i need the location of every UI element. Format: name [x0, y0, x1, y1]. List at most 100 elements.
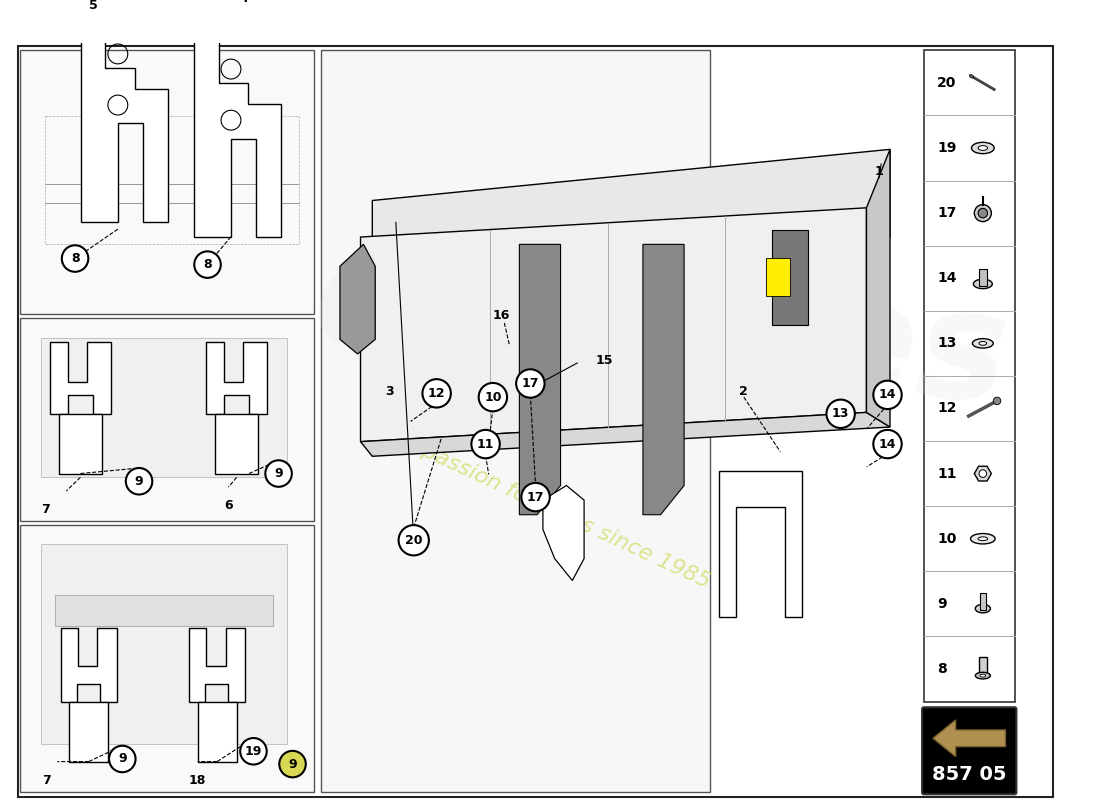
Circle shape — [873, 381, 902, 409]
Ellipse shape — [978, 537, 988, 541]
Circle shape — [125, 468, 152, 494]
Polygon shape — [60, 629, 117, 702]
Ellipse shape — [974, 279, 992, 289]
Text: 5: 5 — [89, 0, 98, 12]
Text: 857 05: 857 05 — [932, 765, 1006, 784]
Text: 12: 12 — [937, 402, 957, 415]
Text: 19: 19 — [937, 141, 957, 155]
Text: 7: 7 — [43, 774, 52, 787]
Circle shape — [873, 430, 902, 458]
Bar — [924, 50, 1014, 702]
Ellipse shape — [970, 534, 996, 544]
Ellipse shape — [980, 674, 986, 677]
Polygon shape — [933, 720, 1005, 757]
Polygon shape — [80, 17, 167, 222]
Text: 9: 9 — [288, 758, 297, 770]
Text: 13: 13 — [832, 407, 849, 420]
Circle shape — [265, 460, 292, 486]
Circle shape — [472, 430, 499, 458]
Circle shape — [398, 525, 429, 555]
Text: 18: 18 — [189, 774, 207, 787]
Ellipse shape — [978, 146, 988, 150]
Text: 17: 17 — [937, 206, 957, 220]
Polygon shape — [867, 150, 890, 427]
Text: 3: 3 — [385, 385, 394, 398]
Circle shape — [109, 746, 135, 772]
Polygon shape — [642, 244, 684, 514]
Text: 20: 20 — [405, 534, 422, 546]
Polygon shape — [372, 150, 890, 252]
Text: 14: 14 — [937, 271, 957, 286]
Bar — [20, 50, 313, 314]
Circle shape — [993, 397, 1001, 405]
Ellipse shape — [978, 208, 988, 218]
Text: 13: 13 — [937, 336, 957, 350]
Circle shape — [240, 738, 266, 765]
Polygon shape — [361, 208, 867, 442]
Bar — [772, 230, 807, 325]
Text: 6: 6 — [224, 499, 233, 513]
Ellipse shape — [979, 342, 987, 346]
Text: 10: 10 — [937, 532, 957, 546]
Text: 14: 14 — [879, 438, 896, 450]
Text: 20: 20 — [937, 76, 957, 90]
Polygon shape — [189, 629, 245, 702]
Polygon shape — [206, 342, 267, 414]
Bar — [55, 595, 273, 626]
Polygon shape — [50, 342, 111, 414]
Text: 17: 17 — [521, 377, 539, 390]
Text: 16: 16 — [493, 309, 510, 322]
Text: 1: 1 — [874, 165, 883, 178]
Circle shape — [521, 483, 550, 511]
Text: 11: 11 — [476, 438, 494, 450]
Text: 9: 9 — [118, 753, 127, 766]
Text: 4: 4 — [239, 0, 248, 5]
Bar — [321, 50, 711, 793]
Bar — [767, 258, 790, 296]
Text: 19: 19 — [245, 745, 262, 758]
Polygon shape — [519, 244, 561, 514]
Ellipse shape — [972, 338, 993, 348]
Text: 85: 85 — [646, 202, 801, 308]
Bar — [42, 338, 287, 478]
Circle shape — [279, 751, 306, 778]
Text: 17: 17 — [527, 490, 544, 503]
Ellipse shape — [976, 672, 990, 679]
Text: 8: 8 — [204, 258, 212, 271]
Polygon shape — [975, 466, 991, 481]
Bar — [20, 318, 313, 522]
FancyBboxPatch shape — [922, 707, 1016, 794]
Bar — [42, 544, 287, 744]
Bar — [20, 525, 313, 793]
Polygon shape — [216, 414, 258, 474]
Polygon shape — [719, 471, 802, 617]
Circle shape — [516, 370, 544, 398]
Text: 7: 7 — [41, 503, 50, 516]
Text: a passion for parts since 1985: a passion for parts since 1985 — [399, 432, 713, 592]
Text: 8: 8 — [937, 662, 947, 676]
Text: 15: 15 — [595, 354, 613, 367]
Text: 2: 2 — [739, 385, 748, 398]
Circle shape — [62, 246, 88, 272]
Text: europes: europes — [307, 226, 1014, 435]
Ellipse shape — [975, 205, 991, 222]
Text: 9: 9 — [134, 474, 143, 488]
Text: 9: 9 — [937, 597, 947, 611]
Polygon shape — [543, 486, 584, 581]
Polygon shape — [340, 244, 375, 354]
Circle shape — [979, 470, 987, 478]
Ellipse shape — [969, 74, 974, 78]
Polygon shape — [194, 32, 280, 237]
Text: 8: 8 — [70, 252, 79, 265]
Ellipse shape — [976, 604, 990, 613]
Circle shape — [478, 383, 507, 411]
Circle shape — [422, 379, 451, 407]
Text: 14: 14 — [879, 388, 896, 402]
Bar — [979, 269, 987, 286]
Text: 10: 10 — [484, 390, 502, 404]
Bar — [979, 657, 987, 676]
Bar — [198, 702, 236, 762]
Ellipse shape — [971, 142, 994, 154]
Polygon shape — [361, 413, 890, 456]
Text: 11: 11 — [937, 466, 957, 481]
